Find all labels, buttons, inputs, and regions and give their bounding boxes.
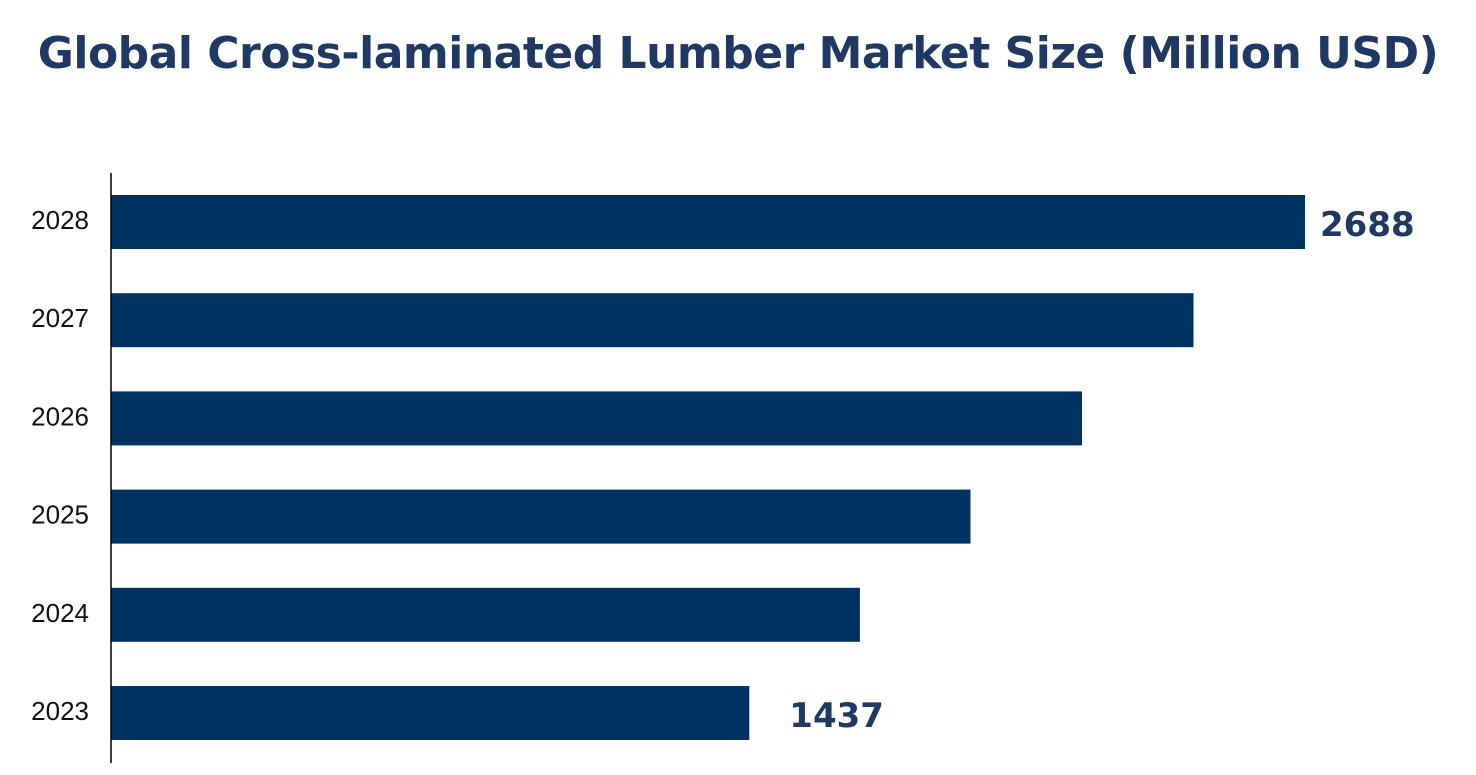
- y-tick-label-2027: 2027: [31, 303, 89, 333]
- y-tick-label-2028: 2028: [31, 205, 89, 235]
- bar-2026: [111, 391, 1082, 446]
- bars-layer: [111, 195, 1305, 740]
- bar-2028: [111, 195, 1305, 249]
- y-tick-label-2024: 2024: [31, 598, 89, 628]
- y-tick-label-2023: 2023: [31, 696, 89, 726]
- y-tick-label-2025: 2025: [31, 500, 89, 530]
- data-label-2023: 1437: [789, 696, 884, 736]
- bar-2023: [111, 686, 750, 740]
- data-labels-layer: 2688 1437: [789, 205, 1414, 736]
- bar-2024: [111, 587, 860, 642]
- tick-labels-layer: 2028 2027 2026 2025 2024 2023: [31, 205, 89, 726]
- bar-2027: [111, 293, 1194, 348]
- bar-2025: [111, 489, 971, 544]
- chart-title: Global Cross-laminated Lumber Market Siz…: [37, 28, 1439, 79]
- data-label-2028: 2688: [1320, 205, 1415, 245]
- y-tick-label-2026: 2026: [31, 401, 89, 431]
